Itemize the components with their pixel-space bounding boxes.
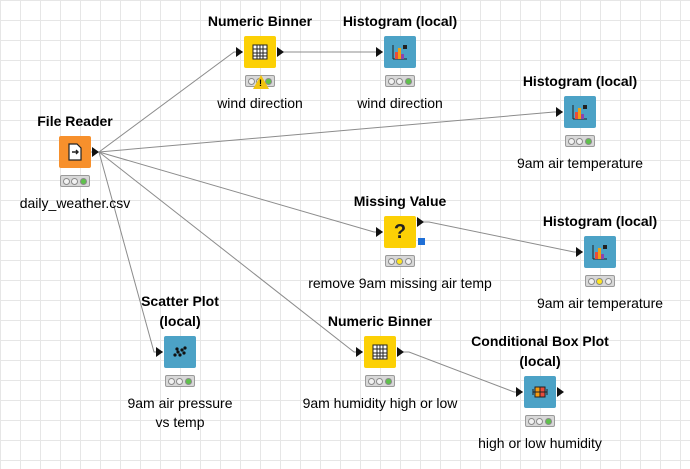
status-light-green bbox=[80, 177, 88, 185]
node-status-traffic-light bbox=[385, 75, 415, 87]
node-status-traffic-light bbox=[585, 275, 615, 287]
input-port[interactable] bbox=[376, 227, 383, 237]
node-status-traffic-light bbox=[385, 255, 415, 267]
status-light-red bbox=[167, 377, 175, 385]
output-port[interactable] bbox=[277, 47, 284, 57]
status-light-green bbox=[585, 137, 593, 145]
node-title: Scatter Plot (local) bbox=[141, 293, 219, 329]
status-light-red bbox=[62, 177, 70, 185]
status-light-green bbox=[405, 77, 413, 85]
node-status-traffic-light bbox=[60, 175, 90, 187]
node-label[interactable]: 9am air temperature bbox=[516, 155, 644, 171]
status-light-yellow bbox=[596, 277, 604, 285]
output-port[interactable] bbox=[417, 217, 424, 227]
status-light-yellow bbox=[376, 377, 384, 385]
binner-icon[interactable] bbox=[364, 336, 396, 368]
node-status-traffic-light bbox=[525, 415, 555, 427]
node-label[interactable]: 9am air temperature bbox=[536, 295, 664, 311]
warning-icon[interactable]: ! bbox=[253, 75, 269, 89]
file-reader-icon[interactable] bbox=[59, 136, 91, 168]
input-port[interactable] bbox=[236, 47, 243, 57]
status-light-yellow bbox=[176, 377, 184, 385]
input-port[interactable] bbox=[576, 247, 583, 257]
node-label[interactable]: daily_weather.csv bbox=[19, 195, 131, 211]
histogram-icon[interactable] bbox=[584, 236, 616, 268]
input-port[interactable] bbox=[556, 107, 563, 117]
node-title: Histogram (local) bbox=[542, 213, 658, 229]
status-light-green bbox=[545, 417, 553, 425]
status-light-red bbox=[587, 277, 595, 285]
node-label[interactable]: 9am humidity high or low bbox=[302, 395, 458, 411]
input-port[interactable] bbox=[376, 47, 383, 57]
node-label[interactable]: 9am air pressure vs temp bbox=[127, 395, 233, 430]
node-title: Histogram (local) bbox=[342, 13, 458, 29]
histogram-icon[interactable] bbox=[384, 36, 416, 68]
status-light-yellow bbox=[536, 417, 544, 425]
output-port[interactable] bbox=[557, 387, 564, 397]
node-status-traffic-light bbox=[165, 375, 195, 387]
scatter-icon[interactable] bbox=[164, 336, 196, 368]
boxplot-icon[interactable] bbox=[524, 376, 556, 408]
node-label[interactable]: remove 9am missing air temp bbox=[308, 275, 492, 291]
node-title: Conditional Box Plot (local) bbox=[471, 333, 609, 369]
node-status-traffic-light bbox=[565, 135, 595, 147]
histogram-icon[interactable] bbox=[564, 96, 596, 128]
node-title: Histogram (local) bbox=[522, 73, 638, 89]
node-title: Missing Value bbox=[353, 193, 447, 209]
status-light-green bbox=[185, 377, 193, 385]
status-light-yellow bbox=[576, 137, 584, 145]
output-port[interactable] bbox=[92, 147, 99, 157]
status-light-red bbox=[387, 257, 395, 265]
status-light-red bbox=[367, 377, 375, 385]
connection-reader-histogram[interactable] bbox=[91, 111, 563, 153]
node-label[interactable]: wind direction bbox=[217, 95, 303, 111]
input-port[interactable] bbox=[156, 347, 163, 357]
question-icon[interactable]: ? bbox=[384, 216, 416, 248]
status-light-red bbox=[387, 77, 395, 85]
node-label[interactable]: wind direction bbox=[357, 95, 443, 111]
status-light-yellow bbox=[396, 77, 404, 85]
input-port[interactable] bbox=[356, 347, 363, 357]
node-status-traffic-light bbox=[365, 375, 395, 387]
status-light-green bbox=[405, 257, 413, 265]
input-port[interactable] bbox=[516, 387, 523, 397]
output-port[interactable] bbox=[397, 347, 404, 357]
node-title: Numeric Binner bbox=[207, 13, 313, 29]
node-label[interactable]: high or low humidity bbox=[478, 435, 602, 451]
status-light-green bbox=[605, 277, 613, 285]
status-light-green bbox=[385, 377, 393, 385]
binner-icon[interactable] bbox=[244, 36, 276, 68]
node-title: File Reader bbox=[37, 113, 113, 129]
status-light-yellow bbox=[71, 177, 79, 185]
status-light-yellow bbox=[396, 257, 404, 265]
node-title: Numeric Binner bbox=[327, 313, 433, 329]
model-output-port[interactable] bbox=[418, 238, 425, 245]
status-light-red bbox=[527, 417, 535, 425]
status-light-red bbox=[567, 137, 575, 145]
